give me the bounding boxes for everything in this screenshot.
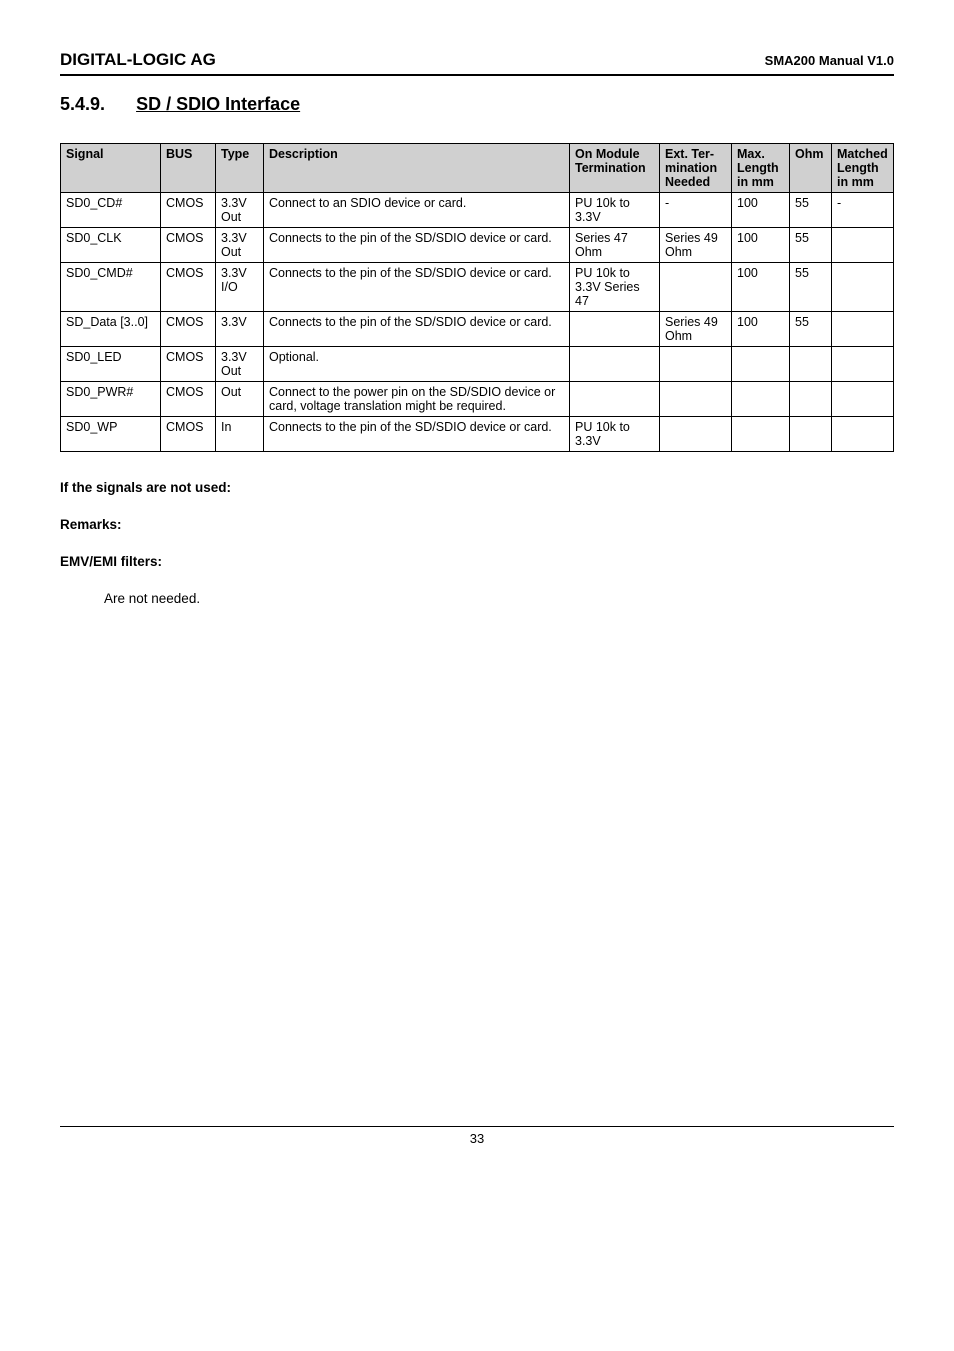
cell-ext: Series 49 Ohm [660,228,732,263]
table-row: SD0_PWR# CMOS Out Connect to the power p… [61,382,894,417]
page-header: DIGITAL-LOGIC AG SMA200 Manual V1.0 [60,50,894,76]
cell-match: - [832,193,894,228]
col-header: Type [216,144,264,193]
cell-term: PU 10k to 3.3V [570,417,660,452]
cell-signal: SD0_WP [61,417,161,452]
cell-type: 3.3V I/O [216,263,264,312]
col-header: Ext. Ter-mination Needed [660,144,732,193]
cell-ext [660,347,732,382]
col-header: Signal [61,144,161,193]
table-row: SD0_CD# CMOS 3.3V Out Connect to an SDIO… [61,193,894,228]
cell-match [832,382,894,417]
unused-signals-label: If the signals are not used: [60,480,894,495]
cell-max: 100 [732,193,790,228]
col-header: On Module Termination [570,144,660,193]
page-footer: 33 [60,1126,894,1146]
cell-bus: CMOS [161,347,216,382]
header-right: SMA200 Manual V1.0 [765,53,894,68]
cell-max [732,347,790,382]
cell-max: 100 [732,312,790,347]
cell-desc: Connects to the pin of the SD/SDIO devic… [264,417,570,452]
cell-term: PU 10k to 3.3V Series 47 [570,263,660,312]
cell-max: 100 [732,228,790,263]
cell-match [832,228,894,263]
cell-bus: CMOS [161,417,216,452]
sdio-spec-table: Signal BUS Type Description On Module Te… [60,143,894,452]
section-title-text: SD / SDIO Interface [136,94,300,114]
cell-signal: SD0_CD# [61,193,161,228]
cell-match [832,263,894,312]
table-header-row: Signal BUS Type Description On Module Te… [61,144,894,193]
cell-signal: SD0_PWR# [61,382,161,417]
cell-bus: CMOS [161,263,216,312]
cell-type: 3.3V Out [216,228,264,263]
cell-type: 3.3V Out [216,347,264,382]
cell-max [732,417,790,452]
cell-match [832,347,894,382]
col-header: Matched Length in mm [832,144,894,193]
cell-desc: Connect to the power pin on the SD/SDIO … [264,382,570,417]
cell-ohm [790,417,832,452]
cell-bus: CMOS [161,193,216,228]
cell-ext [660,382,732,417]
emv-filters-label: EMV/EMI filters: [60,554,894,569]
col-header: Max. Length in mm [732,144,790,193]
table-row: SD0_WP CMOS In Connects to the pin of th… [61,417,894,452]
col-header: Description [264,144,570,193]
header-left: DIGITAL-LOGIC AG [60,50,216,70]
cell-ohm: 55 [790,263,832,312]
section-heading: 5.4.9. SD / SDIO Interface [60,94,894,115]
table-row: SD_Data [3..0] CMOS 3.3V Connects to the… [61,312,894,347]
cell-ext: - [660,193,732,228]
cell-signal: SD_Data [3..0] [61,312,161,347]
cell-ohm: 55 [790,228,832,263]
section-number: 5.4.9. [60,94,105,115]
cell-term: Series 47 Ohm [570,228,660,263]
col-header: Ohm [790,144,832,193]
cell-signal: SD0_CMD# [61,263,161,312]
cell-bus: CMOS [161,382,216,417]
cell-signal: SD0_CLK [61,228,161,263]
table-row: SD0_CLK CMOS 3.3V Out Connects to the pi… [61,228,894,263]
table-row: SD0_LED CMOS 3.3V Out Optional. [61,347,894,382]
cell-match [832,312,894,347]
table-row: SD0_CMD# CMOS 3.3V I/O Connects to the p… [61,263,894,312]
remarks-label: Remarks: [60,517,894,532]
cell-desc: Connects to the pin of the SD/SDIO devic… [264,228,570,263]
cell-bus: CMOS [161,312,216,347]
cell-match [832,417,894,452]
cell-ohm: 55 [790,193,832,228]
cell-term [570,312,660,347]
table-body: SD0_CD# CMOS 3.3V Out Connect to an SDIO… [61,193,894,452]
cell-desc: Connects to the pin of the SD/SDIO devic… [264,312,570,347]
cell-ohm: 55 [790,312,832,347]
page-number: 33 [470,1131,484,1146]
cell-ext: Series 49 Ohm [660,312,732,347]
cell-signal: SD0_LED [61,347,161,382]
cell-type: 3.3V Out [216,193,264,228]
cell-type: Out [216,382,264,417]
cell-max: 100 [732,263,790,312]
cell-ohm [790,347,832,382]
cell-ext [660,417,732,452]
cell-ext [660,263,732,312]
cell-type: In [216,417,264,452]
cell-bus: CMOS [161,228,216,263]
cell-desc: Optional. [264,347,570,382]
cell-desc: Connect to an SDIO device or card. [264,193,570,228]
cell-term [570,382,660,417]
cell-term [570,347,660,382]
cell-term: PU 10k to 3.3V [570,193,660,228]
emv-filters-text: Are not needed. [104,591,894,606]
cell-desc: Connects to the pin of the SD/SDIO devic… [264,263,570,312]
cell-ohm [790,382,832,417]
cell-type: 3.3V [216,312,264,347]
cell-max [732,382,790,417]
col-header: BUS [161,144,216,193]
